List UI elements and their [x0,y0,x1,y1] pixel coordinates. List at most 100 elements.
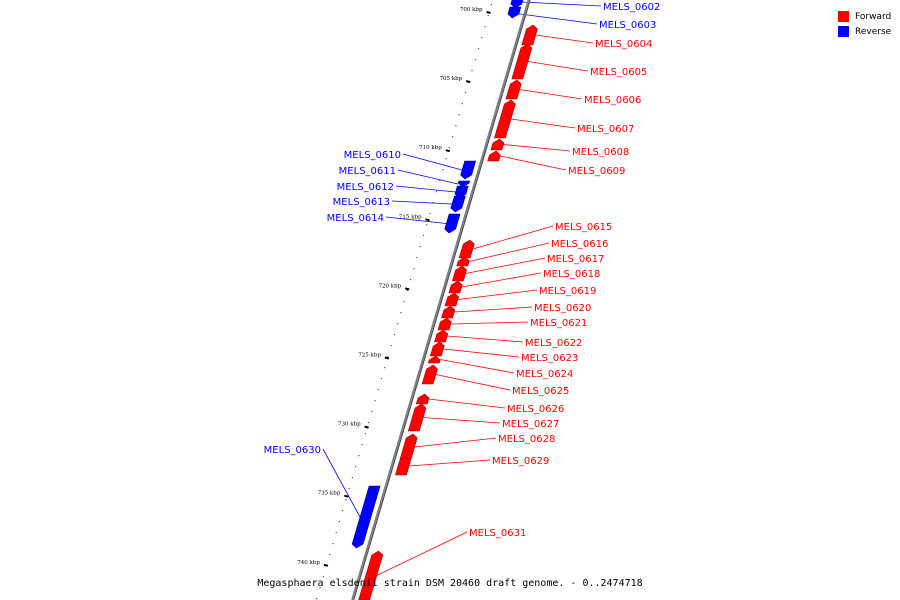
gene-arrow-mels_0608 [490,138,505,151]
gene-leader-line [414,437,497,448]
scale-dot [377,389,379,391]
scale-dot [487,15,489,17]
scale-dot [419,246,421,248]
scale-dot [481,37,483,39]
gene-arrow-mels_0626 [415,393,430,405]
gene-label: MELS_0621 [530,318,587,329]
scale-dot [387,356,389,358]
gene-arrow-mels_0617 [452,265,467,282]
gene-leader-line [454,306,533,313]
scale-dot [367,422,370,424]
scale-dot [429,213,431,215]
gene-arrow-mels_0631 [358,550,384,600]
gene-label: MELS_0602 [603,2,660,13]
gene-arrow-mels_0627 [407,403,427,432]
scale-dot [355,466,357,468]
scale-tick [323,563,329,567]
gene-leader-line [443,348,520,358]
scale-dot [319,587,321,589]
scale-tick [445,149,451,153]
gene-label: MELS_0606 [584,95,641,106]
scale-dot [445,158,447,160]
gene-arrow-mels_0623 [429,341,445,357]
scale-dot [452,136,454,138]
scale-dot [393,334,395,336]
gene-label: MELS_0626 [507,404,564,415]
gene-arrow-mels_0606 [505,79,522,100]
scale-dot [345,499,347,501]
gene-arrow-mels_0619 [444,292,460,307]
gene-arrow-mels_0613 [450,195,466,213]
scale-dot [439,180,441,182]
gene-arrow-mels_0622 [434,329,449,343]
gene-leader-line [376,531,468,576]
gene-leader-line [397,169,458,185]
scale-tick-label: 715 kbp [399,214,422,220]
gene-label: MELS_0619 [539,286,596,297]
gene-arrow-mels_0621 [437,317,452,331]
scale-dot [484,26,486,28]
gene-leader-line [511,1,602,7]
gene-label: MELS_0615 [555,222,612,233]
gene-label: MELS_0629 [492,456,549,467]
gene-leader-line [461,272,542,288]
gene-leader-line [465,257,546,274]
gene-arrow-mels_0607 [493,99,516,139]
scale-dot [332,543,334,545]
gene-leader-line [428,398,506,409]
scale-dot [426,224,428,226]
scale-tick-label: 705 kbp [440,76,463,82]
gene-label: MELS_0627 [502,419,559,430]
gene-leader-line [472,225,554,250]
scale-tick [344,494,349,498]
scale-dot [432,202,434,204]
gene-leader-line [435,374,511,391]
gene-leader-line [500,155,567,171]
gene-label: MELS_0631 [469,528,526,539]
scale-dot [342,510,344,512]
scale-dot [435,191,437,193]
gene-arrow-mels_0614 [444,213,461,234]
gene-leader-line [450,321,529,325]
gene-label: MELS_0607 [577,124,634,135]
scale-tick [384,356,390,360]
gene-leader-line [423,417,501,424]
scale-dot [316,598,318,600]
scale-dot [448,147,450,149]
gene-label: MELS_0603 [599,20,656,31]
gene-leader-line [447,335,524,343]
scale-dot [474,59,476,61]
scale-tick-label: 730 kbp [338,422,361,428]
scale-dot [413,268,415,270]
genome-backbone-edge [353,0,531,600]
scale-dot [348,488,350,490]
legend-reverse-label: Reverse [855,26,892,37]
scale-tick-label: 710 kbp [419,145,442,151]
genome-caption: Megasphaera elsdenii strain DSM 20460 dr… [257,578,643,589]
gene-leader-line [535,34,594,44]
scale-dot [403,301,405,303]
strand-legend: Forward Reverse [838,9,891,39]
scale-dot [416,257,418,259]
gene-label: MELS_0611 [339,166,396,177]
scale-tick-label: 725 kbp [358,353,381,359]
scale-tick [465,80,471,84]
reverse-swatch [838,26,849,37]
scale-dot [455,125,457,127]
scale-dot [364,433,366,435]
gene-arrow-mels_0610 [460,160,477,180]
gene-label: MELS_0613 [333,197,390,208]
scale-tick-label: 720 kbp [379,283,402,289]
gene-leader-line [395,185,456,193]
gene-arrow-mels_0625 [421,364,438,385]
gene-label: MELS_0630 [264,445,321,456]
gene-arrow-mels_0628 [399,433,418,461]
legend-forward: Forward [838,9,891,24]
gene-leader-line [510,118,576,129]
scale-dot [406,290,408,292]
legend-reverse: Reverse [838,24,891,39]
gene-leader-line [391,200,453,205]
scale-dot [380,378,383,380]
gene-arrow-mels_0624 [427,355,441,364]
